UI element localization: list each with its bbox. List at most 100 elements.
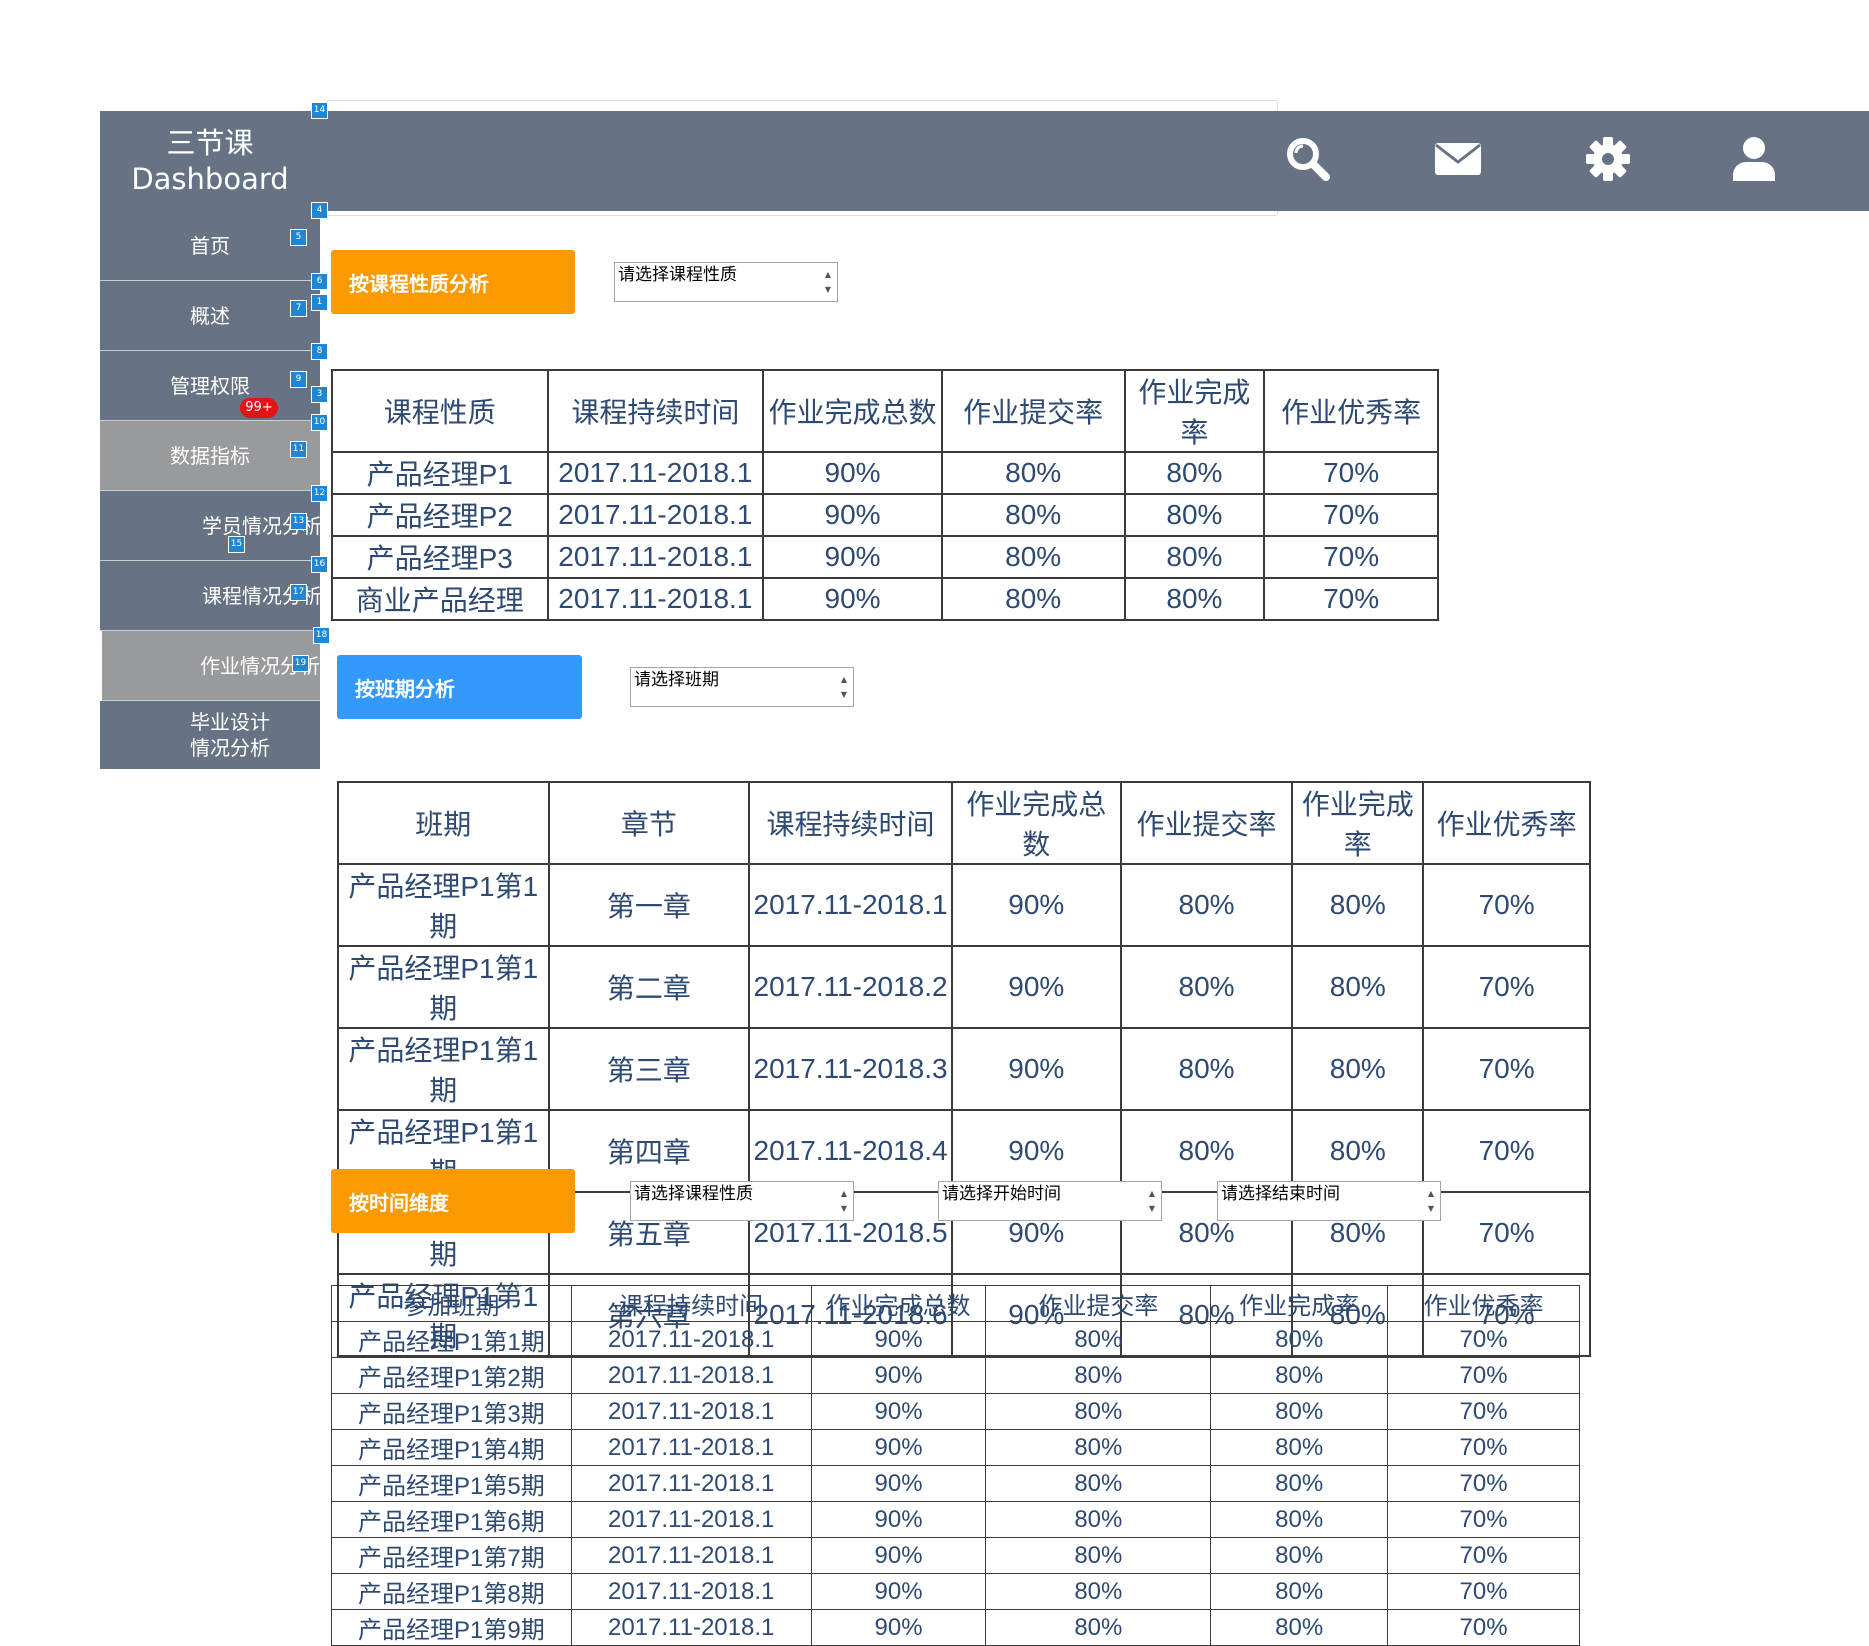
annotation-marker: 6 (311, 273, 328, 290)
annotation-marker: 10 (311, 414, 328, 431)
spinner-arrows-icon[interactable]: ▲ ▼ (1427, 1189, 1435, 1213)
sidebar-item-student-analysis[interactable]: 学员情况分析 (100, 491, 322, 561)
column-header: 章节 (547, 781, 751, 865)
sidebar-item-label-line2: 情况分析 (190, 736, 270, 760)
top-header-bar (100, 111, 1869, 211)
table-cell: 2017.11-2018.1 (546, 451, 765, 495)
spinner-arrows-icon[interactable]: ▲ ▼ (840, 1189, 848, 1213)
button-label: 按班期分析 (355, 676, 455, 701)
table-cell: 产品经理P1第6期 (331, 1501, 572, 1538)
sidebar-item-homework-analysis[interactable]: 作业情况分析 (102, 631, 320, 701)
table-cell: 2017.11-2018.1 (546, 535, 765, 579)
class-period-select[interactable]: 请选择班期 ▲ ▼ (630, 667, 854, 707)
table-cell: 70% (1422, 1027, 1591, 1111)
analyze-by-time-button[interactable]: 按时间维度 (331, 1169, 575, 1233)
table-cell: 2017.11-2018.1 (570, 1321, 812, 1358)
table-cell: 80% (1291, 1027, 1425, 1111)
table-row: 产品经理P1第7期 2017.11-2018.1 90% 80% 80% 70% (331, 1537, 1580, 1574)
table-cell: 80% (1210, 1465, 1389, 1502)
table-cell: 80% (985, 1501, 1212, 1538)
table-row: 产品经理P2 2017.11-2018.1 90% 80% 80% 70% (331, 493, 1439, 537)
table-cell: 第二章 (547, 945, 751, 1029)
analyze-by-course-button[interactable]: 按课程性质分析 (331, 250, 575, 314)
start-time-select[interactable]: 请选择开始时间 ▲ ▼ (938, 1181, 1162, 1221)
course-type-select[interactable]: 请选择课程性质 ▲ ▼ (614, 262, 838, 302)
table-cell: 产品经理P1第8期 (331, 1573, 572, 1610)
analyze-by-class-button[interactable]: 按班期分析 (337, 655, 582, 719)
table-row: 产品经理P1第1期 2017.11-2018.1 90% 80% 80% 70% (331, 1321, 1580, 1358)
mail-icon[interactable] (1432, 133, 1484, 185)
table-cell: 90% (810, 1465, 987, 1502)
table-cell: 80% (1210, 1321, 1389, 1358)
sidebar-item-label-line1: 毕业设计 (190, 710, 270, 734)
annotation-marker: 13 (290, 513, 307, 530)
table-cell: 80% (1210, 1501, 1389, 1538)
column-header: 课程性质 (331, 369, 549, 453)
table-cell: 80% (1119, 945, 1294, 1029)
sidebar-item-label: 首页 (190, 233, 230, 258)
sidebar-item-home[interactable]: 首页 (100, 211, 320, 281)
table-cell: 80% (1210, 1357, 1389, 1394)
table-cell: 产品经理P1第1期 (337, 863, 550, 947)
select-placeholder: 请选择班期 (634, 670, 719, 690)
brand-subtitle: Dashboard (131, 162, 289, 196)
table-cell: 90% (762, 451, 943, 495)
table-cell: 80% (985, 1465, 1212, 1502)
table-cell: 70% (1387, 1609, 1580, 1646)
table-cell: 70% (1387, 1393, 1580, 1430)
table-header-row: 课程性质 课程持续时间 作业完成总数 作业提交率 作业完成率 作业优秀率 (331, 369, 1439, 453)
column-header: 作业提交率 (985, 1285, 1212, 1322)
sidebar-item-permissions[interactable]: 管理权限 (100, 351, 320, 421)
table-cell: 第三章 (547, 1027, 751, 1111)
column-header: 作业优秀率 (1263, 369, 1439, 453)
table-cell: 2017.11-2018.1 (546, 577, 765, 621)
sidebar-item-course-analysis[interactable]: 课程情况分析 (100, 561, 322, 631)
sidebar-nav: 首页 概述 管理权限 数据指标 学员情况分析 课程情况分析 作业情况分析 毕业设… (100, 211, 322, 769)
column-header: 作业完成总数 (762, 369, 943, 453)
brand-logo[interactable]: 三节课 Dashboard (100, 125, 320, 197)
column-header: 作业提交率 (940, 369, 1126, 453)
annotation-marker: 7 (290, 300, 307, 317)
table-cell: 70% (1422, 863, 1591, 947)
table-cell: 80% (940, 493, 1126, 537)
annotation-marker: 1 (311, 294, 328, 311)
spinner-arrows-icon[interactable]: ▲ ▼ (1148, 1189, 1156, 1213)
course-type-select-time[interactable]: 请选择课程性质 ▲ ▼ (630, 1181, 854, 1221)
table-cell: 80% (985, 1357, 1212, 1394)
class-period-table: 班期 章节 课程持续时间 作业完成总数 作业提交率 作业完成率 作业优秀率 产品经理P1第1期… (337, 781, 1591, 1357)
table-cell: 70% (1387, 1429, 1580, 1466)
table-cell: 80% (1291, 945, 1425, 1029)
table-cell: 2017.11-2018.1 (570, 1429, 812, 1466)
gear-icon[interactable] (1582, 133, 1634, 185)
search-icon[interactable] (1282, 133, 1334, 185)
sidebar-item-label: 概述 (190, 303, 230, 328)
table-cell: 70% (1263, 493, 1439, 537)
sidebar-item-graduation-analysis[interactable]: 毕业设计 情况分析 (100, 701, 320, 769)
time-dimension-table: 参加班期 课程持续时间 作业完成总数 作业提交率 作业完成率 作业优秀率 产品经理P1第1期… (331, 1285, 1580, 1646)
spinner-arrows-icon[interactable]: ▲ ▼ (840, 675, 848, 699)
table-cell: 70% (1387, 1537, 1580, 1574)
table-row: 产品经理P1第1期 第三章 2017.11-2018.3 90% 80% 80% 70% (337, 1027, 1591, 1111)
sidebar-item-data-metrics[interactable]: 数据指标 (100, 421, 320, 491)
spinner-arrows-icon[interactable]: ▲ ▼ (824, 270, 832, 294)
table-row: 产品经理P1 2017.11-2018.1 90% 80% 80% 70% (331, 451, 1439, 495)
table-cell: 产品经理P1第9期 (331, 1609, 572, 1646)
sidebar-item-overview[interactable]: 概述 (100, 281, 320, 351)
table-row: 产品经理P1第6期 2017.11-2018.1 90% 80% 80% 70% (331, 1501, 1580, 1538)
column-header: 课程持续时间 (546, 369, 765, 453)
column-header: 课程持续时间 (570, 1285, 812, 1322)
table-cell: 80% (985, 1609, 1212, 1646)
annotation-marker: 19 (292, 655, 309, 672)
table-row: 产品经理P1第4期 2017.11-2018.1 90% 80% 80% 70% (331, 1429, 1580, 1466)
table-cell: 第一章 (547, 863, 751, 947)
table-cell: 90% (950, 1109, 1122, 1193)
sidebar-item-label: 数据指标 (170, 443, 250, 468)
table-cell: 2017.11-2018.4 (748, 1109, 953, 1193)
table-cell: 90% (810, 1429, 987, 1466)
user-icon[interactable] (1728, 133, 1780, 185)
table-cell: 70% (1422, 945, 1591, 1029)
annotation-marker: 18 (313, 627, 330, 644)
table-cell: 产品经理P1第3期 (331, 1393, 572, 1430)
end-time-select[interactable]: 请选择结束时间 ▲ ▼ (1217, 1181, 1441, 1221)
table-row: 产品经理P1第5期 2017.11-2018.1 90% 80% 80% 70% (331, 1465, 1580, 1502)
